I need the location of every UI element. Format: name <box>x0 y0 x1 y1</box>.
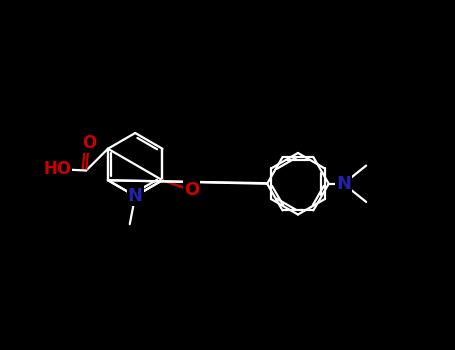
Text: N: N <box>128 187 143 205</box>
Text: HO: HO <box>43 160 71 178</box>
Text: O: O <box>82 134 96 152</box>
Text: N: N <box>336 175 351 193</box>
Text: O: O <box>184 181 199 200</box>
